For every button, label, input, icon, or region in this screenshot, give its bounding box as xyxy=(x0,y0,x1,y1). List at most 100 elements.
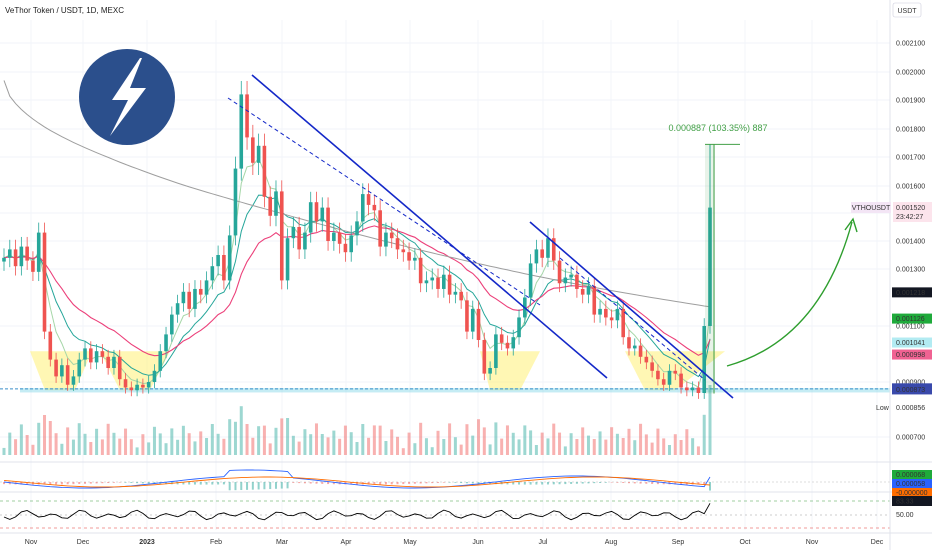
price-tag-label: 0.001126 xyxy=(896,316,925,323)
time-axis[interactable]: Nov Dec 2023 Feb Mar Apr May Jun Jul Aug Sep Oct Nov… xyxy=(25,539,884,546)
macd-histogram-bar xyxy=(390,482,393,485)
volume-bar xyxy=(274,427,278,455)
macd-pane: 0.000068 0.000058 -0.000000 xyxy=(0,469,932,497)
candle-body xyxy=(123,379,128,388)
volume-bar xyxy=(558,432,562,455)
candle-body xyxy=(204,280,209,295)
volume-bar xyxy=(280,418,284,455)
volume-bar xyxy=(517,439,521,455)
volume-bar xyxy=(222,438,226,455)
y-tick-label: 0.001100 xyxy=(896,324,925,331)
candle-body xyxy=(308,202,313,233)
volume-bar xyxy=(610,427,614,455)
macd-histogram-bar xyxy=(558,482,561,485)
y-tick-label: 0.001800 xyxy=(896,127,925,134)
macd-histogram-bar xyxy=(546,482,549,485)
x-tick-label: Apr xyxy=(341,539,353,546)
volume-bar xyxy=(193,441,197,455)
rsi-tag-label: 50.00 xyxy=(896,512,914,519)
volume-bar xyxy=(338,438,342,455)
currency-badge[interactable] xyxy=(892,2,922,18)
macd-histogram-bar xyxy=(136,482,139,484)
candle-body xyxy=(355,221,359,236)
macd-histogram-bar xyxy=(506,482,509,485)
macd-histogram-bar xyxy=(89,482,92,484)
macd-histogram-bar xyxy=(587,482,590,484)
macd-histogram-bar xyxy=(124,482,127,483)
volume-bar xyxy=(37,422,41,455)
candle-body xyxy=(563,277,568,284)
candle-body xyxy=(459,291,463,301)
trendline-lower xyxy=(529,221,734,399)
macd-histogram-bar xyxy=(234,482,237,491)
support-zone xyxy=(20,388,890,393)
candle-body xyxy=(268,196,272,216)
trendlines xyxy=(227,74,858,399)
volume-bar xyxy=(396,436,400,455)
candle-body xyxy=(650,362,654,371)
macd-histogram-bar xyxy=(564,482,567,485)
volume-bar xyxy=(320,434,324,455)
y-tick-label: 0.002100 xyxy=(896,41,925,48)
volume-bar xyxy=(141,434,145,455)
projection-arrow xyxy=(726,221,853,367)
volume-bar xyxy=(54,433,58,455)
candle-body xyxy=(349,235,354,253)
volume-bar xyxy=(453,437,457,455)
volume-bar xyxy=(124,428,128,455)
candle-body xyxy=(77,359,82,377)
volume-bar xyxy=(598,431,602,455)
macd-histogram-bar xyxy=(309,482,312,484)
macd-histogram-bar xyxy=(228,482,231,491)
y-tick-label: 0.001700 xyxy=(896,155,925,162)
candle-body xyxy=(60,365,64,377)
macd-histogram-bar xyxy=(384,482,387,485)
volume-bar xyxy=(257,426,261,455)
x-tick-label: Mar xyxy=(276,539,289,546)
volume-bar xyxy=(667,445,671,455)
x-tick-label: Dec xyxy=(871,539,884,546)
candle-body xyxy=(465,300,469,332)
volume-bar xyxy=(488,444,492,455)
macd-histogram-bar xyxy=(205,482,208,485)
symbol-label: VTHOUSDT xyxy=(852,205,891,212)
volume-bar xyxy=(83,433,87,455)
price-axis[interactable]: 0.002100 0.002000 0.001900 0.001800 0.001700… xyxy=(889,0,932,550)
macd-histogram-bar xyxy=(240,482,243,491)
x-tick-label: Sep xyxy=(672,539,685,546)
y-tick-label: 0.001300 xyxy=(896,267,925,274)
candle-body xyxy=(517,317,521,338)
macd-histogram-bar xyxy=(3,482,5,485)
macd-tag-label: 0.000058 xyxy=(896,481,925,488)
volume-bar xyxy=(25,435,29,455)
candle-body xyxy=(158,351,163,371)
trendline-upper xyxy=(251,74,608,379)
volume-bar xyxy=(604,439,608,455)
volume-bar xyxy=(14,439,18,455)
macd-histogram-bar xyxy=(529,482,532,485)
volume-bar xyxy=(95,428,99,455)
macd-signal-line xyxy=(3,476,711,488)
volume-bar xyxy=(66,427,70,455)
volume-bar xyxy=(523,425,527,455)
macd-histogram-bar xyxy=(425,482,428,484)
low-value: 0.000856 xyxy=(896,405,925,412)
volume-bar xyxy=(367,437,371,455)
volume-bar xyxy=(152,426,156,455)
macd-histogram-bar xyxy=(55,482,58,485)
candle-body xyxy=(117,356,122,380)
macd-histogram-bar xyxy=(599,482,602,483)
macd-tag xyxy=(892,470,932,479)
volume-bar xyxy=(650,442,654,455)
macd-histogram-bar xyxy=(570,482,573,484)
macd-histogram-bar xyxy=(633,482,636,484)
price-tag-label: 0.001041 xyxy=(896,340,925,347)
macd-tag-label: -0.000000 xyxy=(896,490,928,497)
macd-histogram-bar xyxy=(20,482,23,485)
volume-bar xyxy=(135,447,139,455)
candle-body xyxy=(696,387,701,393)
volume-bar xyxy=(233,421,237,455)
candle-body xyxy=(690,387,695,391)
candle-body xyxy=(615,308,620,321)
